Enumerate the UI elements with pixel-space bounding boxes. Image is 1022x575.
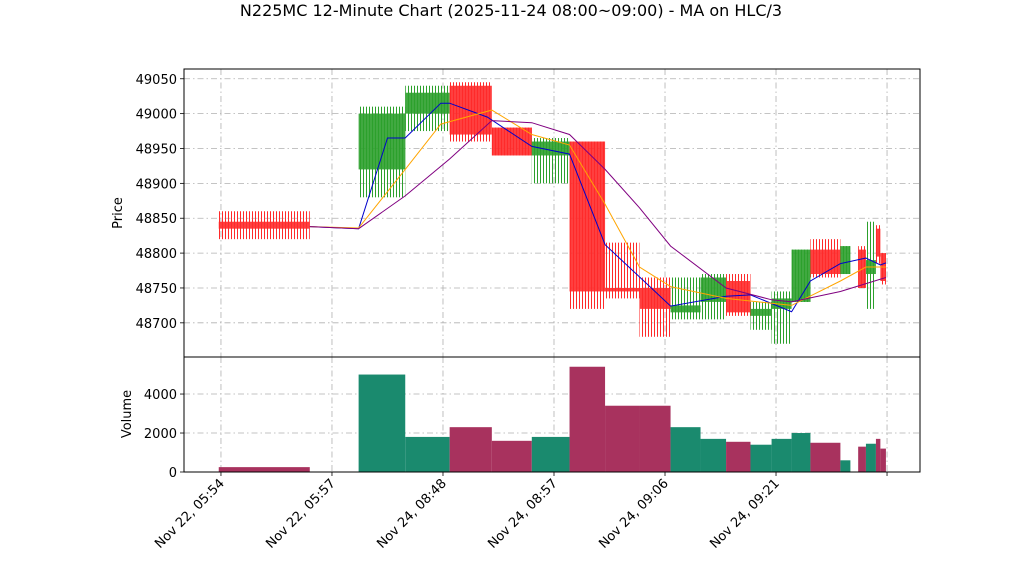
volume-bar <box>791 433 811 472</box>
candle-body <box>670 305 701 313</box>
x-tick-label: Nov 22, 05:54 <box>152 476 228 552</box>
volume-bar <box>875 438 881 472</box>
candle-body <box>605 287 640 292</box>
candle-body <box>750 308 772 316</box>
candle-body <box>569 141 606 292</box>
chart-title: N225MC 12-Minute Chart (2025-11-24 08:00… <box>240 1 782 20</box>
candle-body <box>726 280 751 313</box>
y-tick-label: 49050 <box>136 73 177 88</box>
y-tick-label: 48700 <box>136 317 177 332</box>
x-tick-label: Nov 24, 08:57 <box>485 476 561 552</box>
candle-body <box>449 85 492 135</box>
candle-body <box>639 287 671 309</box>
candle-body <box>491 127 532 156</box>
volume-frame <box>183 356 921 473</box>
candle-body <box>405 92 450 114</box>
candle-body <box>840 246 851 275</box>
volume-bar <box>405 436 450 472</box>
volume-bar <box>531 436 570 472</box>
y-tick-label: 48950 <box>136 142 177 157</box>
y-tick-label: 48850 <box>136 212 177 227</box>
y-axis-label: Price <box>111 197 126 229</box>
y-tick-label: 4000 <box>144 388 177 403</box>
volume-bar <box>700 438 727 472</box>
y-axis-label: Volume <box>120 390 135 438</box>
candle-wick <box>670 277 701 320</box>
volume-bar <box>726 441 751 472</box>
candle-body <box>875 228 881 257</box>
ma-line <box>309 109 886 306</box>
volume-bar <box>670 427 701 472</box>
volume-bar <box>880 448 886 472</box>
candle-body <box>358 113 406 170</box>
volume-bar <box>858 446 866 472</box>
volume-bar <box>865 443 876 472</box>
y-tick-label: 2000 <box>144 427 177 442</box>
volume-bar <box>569 366 606 472</box>
candle-body <box>771 298 792 309</box>
volume-bar <box>605 405 640 472</box>
y-tick-label: 0 <box>169 466 177 481</box>
candle-body <box>218 221 310 229</box>
x-tick-label: Nov 24, 09:21 <box>707 476 783 552</box>
y-tick-label: 48800 <box>136 247 177 262</box>
y-tick-label: 49000 <box>136 108 177 123</box>
volume-bar <box>771 438 792 472</box>
candle-body <box>810 249 841 275</box>
volume-bar <box>358 374 406 472</box>
volume-bar <box>491 440 532 472</box>
plot-layer: 48700 48750 48800 48850 48900 48950 49000 49050… <box>136 69 920 552</box>
volume-bar <box>218 467 310 472</box>
y-tick-label: 48900 <box>136 177 177 192</box>
ma-line <box>309 120 887 303</box>
y-tick-label: 48750 <box>136 282 177 297</box>
volume-bar <box>750 444 772 472</box>
ma-line <box>309 102 887 313</box>
volume-bar <box>449 427 492 472</box>
x-tick-label: Nov 24, 08:48 <box>374 476 450 552</box>
candle-body <box>791 249 811 302</box>
x-tick-label: Nov 24, 09:06 <box>596 476 672 552</box>
x-tick-label: Nov 22, 05:57 <box>263 476 339 552</box>
volume-bar <box>840 460 851 472</box>
volume-bar <box>639 405 671 472</box>
volume-bar <box>810 442 841 472</box>
